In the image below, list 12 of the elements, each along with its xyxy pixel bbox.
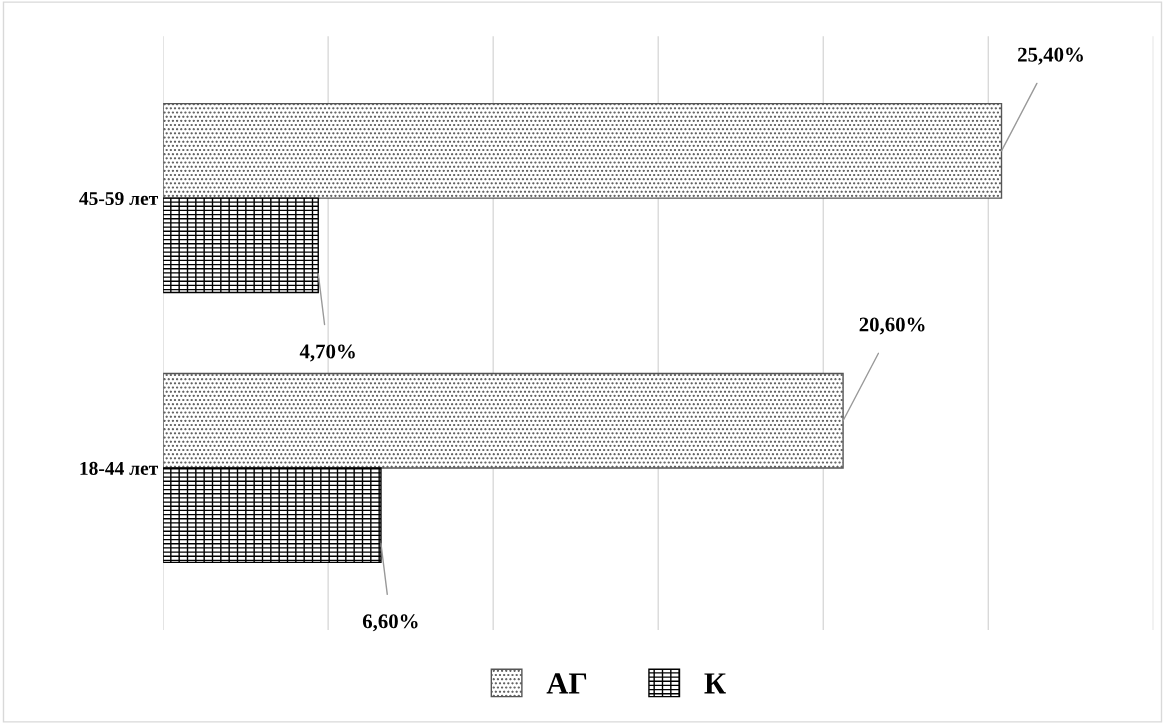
- bar: [163, 372, 844, 469]
- data-label: 4,70%: [299, 344, 355, 362]
- data-label: 6,60%: [362, 614, 418, 632]
- y-tick-label: 45-59 лет: [79, 191, 158, 206]
- legend-label: К: [704, 673, 726, 694]
- data-label: 25,40%: [1018, 47, 1083, 65]
- legend-label: АГ: [546, 673, 587, 694]
- bar: [163, 102, 1003, 199]
- bar: [163, 197, 319, 294]
- y-tick-label: 18-44 лет: [80, 461, 158, 475]
- bar: [163, 467, 382, 564]
- data-label: 20,60%: [859, 317, 925, 335]
